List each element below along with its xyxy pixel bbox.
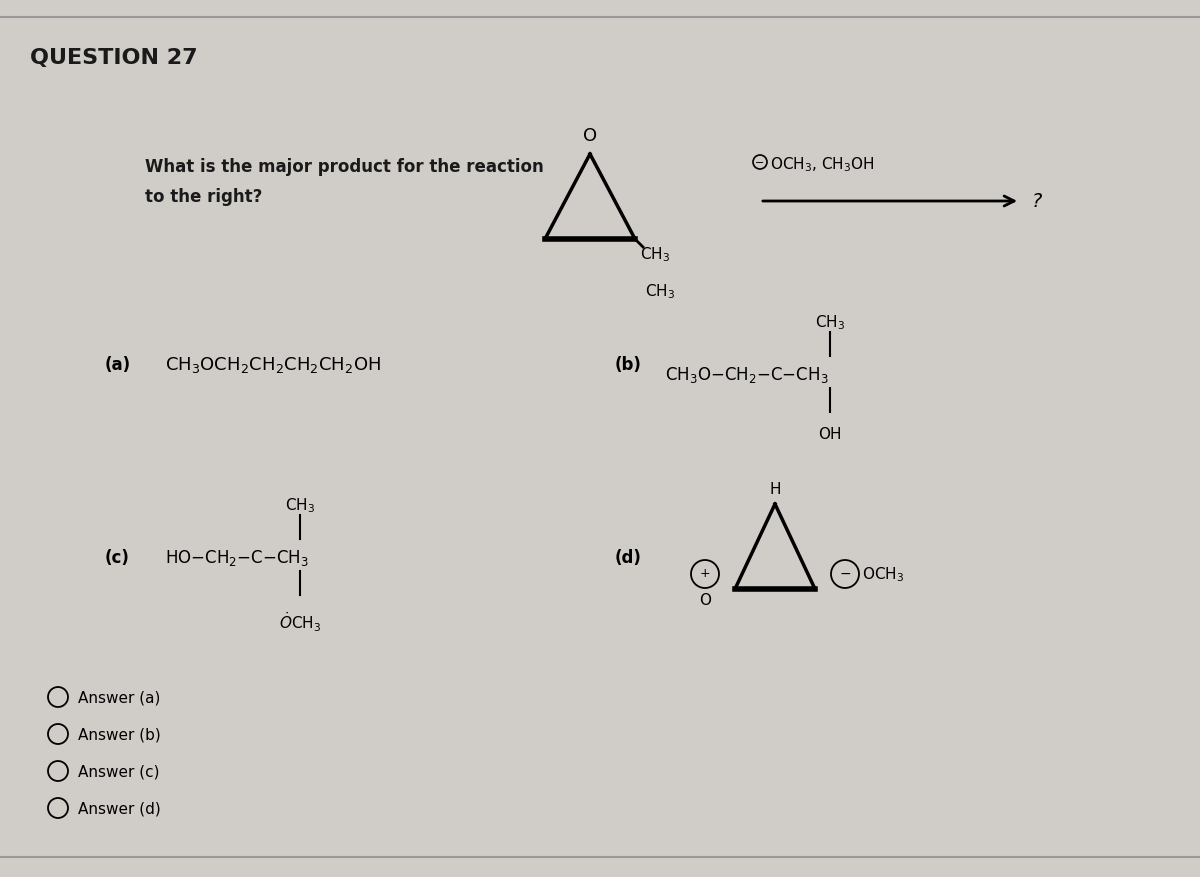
Text: (d): (d) [616,548,642,567]
Text: HO$-$CH$_2$$-$C$-$CH$_3$: HO$-$CH$_2$$-$C$-$CH$_3$ [166,547,308,567]
Text: Answer (c): Answer (c) [78,764,160,779]
Text: −: − [839,567,851,581]
Text: OCH$_3$: OCH$_3$ [862,565,904,584]
Text: Answer (a): Answer (a) [78,689,161,705]
Text: to the right?: to the right? [145,188,263,206]
Text: H: H [769,481,781,496]
Text: O: O [583,127,598,145]
Text: (c): (c) [106,548,130,567]
Text: CH$_3$O$-$CH$_2$$-$C$-$CH$_3$: CH$_3$O$-$CH$_2$$-$C$-$CH$_3$ [665,365,829,384]
Text: O: O [698,592,710,607]
Text: QUESTION 27: QUESTION 27 [30,48,198,68]
Text: $\mathregular{CH_3}$: $\mathregular{CH_3}$ [646,282,676,300]
Text: Answer (b): Answer (b) [78,727,161,742]
Text: What is the major product for the reaction: What is the major product for the reacti… [145,158,544,175]
Text: −: − [755,158,764,168]
Text: CH$_3$: CH$_3$ [815,313,845,332]
Text: CH$_3$OCH$_2$CH$_2$CH$_2$CH$_2$OH: CH$_3$OCH$_2$CH$_2$CH$_2$CH$_2$OH [166,354,382,374]
Text: ?: ? [1032,192,1043,211]
Text: +: + [700,567,710,580]
Text: $\dot{O}$CH$_3$: $\dot{O}$CH$_3$ [278,610,322,633]
Text: $\mathregular{CH_3}$: $\mathregular{CH_3}$ [640,245,670,263]
Text: (a): (a) [106,355,131,374]
Text: OCH$_3$, CH$_3$OH: OCH$_3$, CH$_3$OH [770,155,875,175]
Text: (b): (b) [616,355,642,374]
Text: OH: OH [818,426,841,441]
Text: CH$_3$: CH$_3$ [284,496,316,515]
Text: Answer (d): Answer (d) [78,801,161,816]
